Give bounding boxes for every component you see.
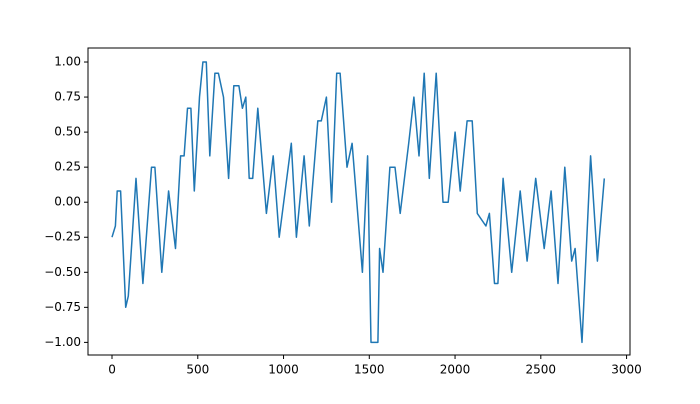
y-tick-label: 0.75	[54, 90, 81, 104]
x-tick-label: 2500	[526, 363, 557, 377]
x-tick-label: 500	[186, 363, 209, 377]
x-tick-label: 0	[108, 363, 116, 377]
y-tick-label: −1.00	[44, 335, 81, 349]
y-tick-label: −0.25	[44, 230, 81, 244]
y-tick-label: −0.50	[44, 265, 81, 279]
x-tick-label: 1000	[268, 363, 299, 377]
y-tick-label: 1.00	[54, 55, 81, 69]
x-tick-label: 1500	[354, 363, 385, 377]
x-tick-label: 3000	[611, 363, 642, 377]
y-tick-label: 0.00	[54, 195, 81, 209]
y-tick-label: 0.50	[54, 125, 81, 139]
data-line	[111, 61, 606, 344]
y-tick-label: −0.75	[44, 300, 81, 314]
y-tick-label: 0.25	[54, 160, 81, 174]
x-tick-label: 2000	[440, 363, 471, 377]
